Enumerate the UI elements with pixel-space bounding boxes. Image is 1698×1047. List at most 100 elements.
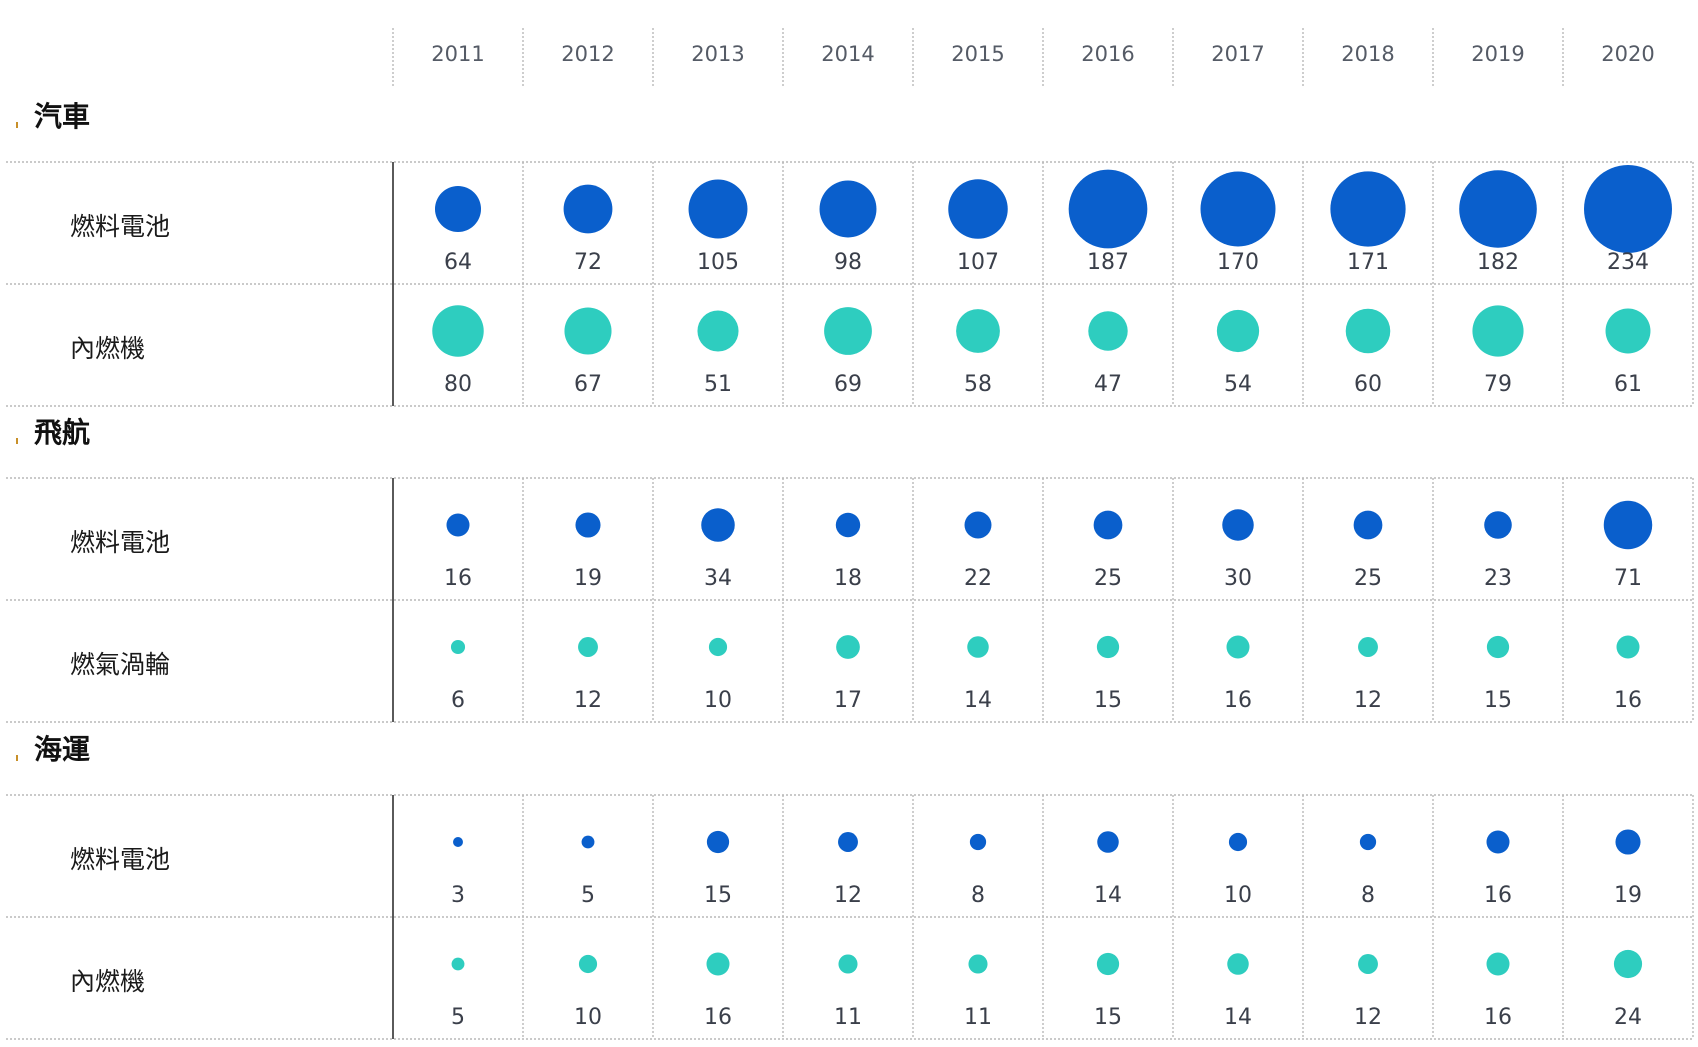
bubble-飛航-燃料電池-2011 [446,513,469,536]
bubble-汽車-燃料電池-2013 [689,180,748,239]
row-label: 內燃機 [70,967,145,996]
year-header-2014: 2014 [821,42,874,66]
year-header-2016: 2016 [1081,42,1134,66]
value-label: 15 [1484,688,1512,713]
bubble-汽車-燃料電池-2020 [1584,165,1672,253]
bubble-海運-內燃機-2018 [1358,954,1378,974]
bubble-海運-內燃機-2013 [706,952,729,975]
bubble-汽車-內燃機-2019 [1472,305,1523,356]
value-label: 16 [1224,688,1252,713]
bubble-飛航-燃氣渦輪-2013 [709,638,727,656]
value-label: 11 [834,1005,862,1030]
year-header-2013: 2013 [691,42,744,66]
value-label: 14 [964,688,992,713]
value-label: 30 [1224,566,1252,591]
bubble-汽車-內燃機-2015 [956,309,1000,353]
value-label: 171 [1347,250,1389,275]
bubble-飛航-燃料電池-2013 [701,508,735,542]
value-label: 11 [964,1005,992,1030]
row-label: 燃料電池 [70,845,170,874]
bubble-海運-燃料電池-2019 [1486,830,1509,853]
value-label: 19 [574,566,602,591]
value-label: 25 [1094,566,1122,591]
bubble-海運-內燃機-2016 [1097,953,1119,975]
value-label: 71 [1614,566,1642,591]
sector-marker [16,438,18,444]
year-header-2020: 2020 [1601,42,1654,66]
bubble-飛航-燃料電池-2018 [1354,511,1383,540]
bubble-飛航-燃氣渦輪-2014 [836,635,860,659]
value-label: 234 [1607,250,1649,275]
bubble-飛航-燃氣渦輪-2019 [1487,636,1509,658]
value-label: 12 [1354,1005,1382,1030]
bubble-海運-燃料電池-2013 [707,831,729,853]
bubble-海運-燃料電池-2012 [582,836,595,849]
value-label: 182 [1477,250,1519,275]
value-label: 10 [574,1005,602,1030]
value-label: 12 [834,883,862,908]
value-label: 16 [1614,688,1642,713]
bubble-海運-內燃機-2019 [1486,952,1509,975]
bubble-海運-內燃機-2014 [838,954,857,973]
bubble-汽車-燃料電池-2014 [820,181,877,238]
bubble-海運-內燃機-2012 [579,955,597,973]
bubble-汽車-內燃機-2011 [432,305,483,356]
value-label: 23 [1484,566,1512,591]
bubble-飛航-燃氣渦輪-2020 [1616,635,1639,658]
bubble-海運-燃料電池-2016 [1097,831,1119,853]
bubble-飛航-燃料電池-2020 [1604,501,1652,549]
bubble-汽車-燃料電池-2017 [1201,172,1276,247]
bubble-飛航-燃料電池-2015 [965,512,992,539]
value-label: 34 [704,566,732,591]
value-label: 14 [1094,883,1122,908]
value-label: 5 [581,883,595,908]
value-label: 25 [1354,566,1382,591]
bubble-汽車-燃料電池-2019 [1459,170,1537,248]
value-label: 16 [444,566,472,591]
bubble-汽車-內燃機-2013 [697,310,738,351]
bubble-海運-內燃機-2020 [1614,950,1642,978]
sector-title: 汽車 [34,100,90,133]
value-label: 19 [1614,883,1642,908]
bubble-飛航-燃料電池-2014 [836,513,860,537]
bubble-飛航-燃料電池-2012 [575,512,600,537]
value-label: 187 [1087,250,1129,275]
bubble-海運-燃料電池-2015 [970,834,986,850]
sector-marker [16,122,18,128]
bubble-汽車-燃料電池-2011 [435,186,481,232]
year-header-2012: 2012 [561,42,614,66]
year-header-2015: 2015 [951,42,1004,66]
bubble-汽車-內燃機-2020 [1606,309,1651,354]
year-header-2019: 2019 [1471,42,1524,66]
value-label: 3 [451,883,465,908]
bubble-汽車-內燃機-2014 [824,307,872,355]
value-label: 47 [1094,372,1122,397]
value-label: 105 [697,250,739,275]
bubble-汽車-燃料電池-2016 [1069,170,1148,249]
value-label: 18 [834,566,862,591]
bubble-飛航-燃氣渦輪-2015 [967,636,989,658]
row-label: 內燃機 [70,334,145,363]
bubble-汽車-燃料電池-2012 [564,185,613,234]
sector-marker [16,755,18,761]
value-label: 67 [574,372,602,397]
bubble-汽車-燃料電池-2018 [1330,171,1405,246]
value-label: 15 [704,883,732,908]
bubble-海運-內燃機-2011 [452,958,465,971]
year-header-2017: 2017 [1211,42,1264,66]
year-header-2018: 2018 [1341,42,1394,66]
bubble-飛航-燃氣渦輪-2011 [451,640,465,654]
value-label: 8 [971,883,985,908]
bubble-飛航-燃氣渦輪-2018 [1358,637,1378,657]
value-label: 80 [444,372,472,397]
row-label: 燃料電池 [70,528,170,557]
bubble-飛航-燃氣渦輪-2017 [1226,635,1249,658]
value-label: 6 [451,688,465,713]
sector-title: 海運 [34,733,90,766]
value-label: 64 [444,250,472,275]
value-label: 16 [1484,883,1512,908]
value-label: 107 [957,250,999,275]
bubble-海運-燃料電池-2018 [1360,834,1376,850]
bubble-飛航-燃料電池-2017 [1222,509,1254,541]
